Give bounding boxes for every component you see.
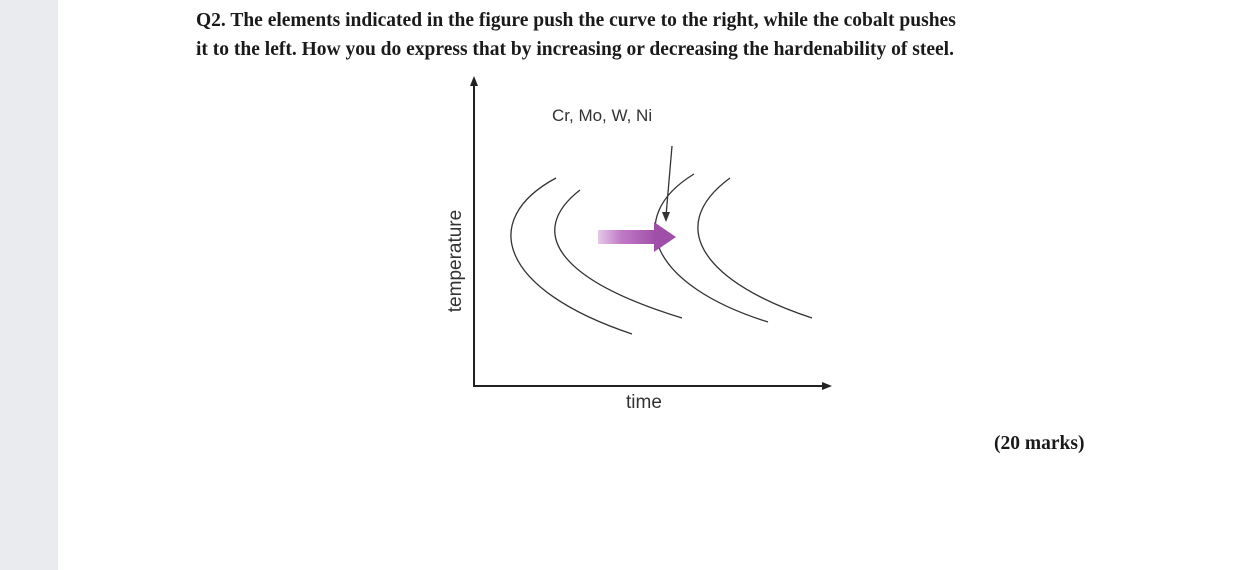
left-sidebar [0,0,58,570]
shift-arrow-shaft [598,230,656,244]
pointer-line [665,145,673,217]
x-axis-arrowhead [822,382,832,390]
elements-label: Cr, Mo, W, Ni [552,106,653,125]
document-page: Q2. The elements indicated in the figure… [58,0,1242,570]
y-axis-arrowhead [470,76,478,86]
curve-right-inner [697,177,813,319]
shift-arrow-head [654,222,676,252]
y-axis-label: temperature [445,209,466,313]
question-line-2: it to the left. How you do express that … [196,39,954,60]
cct-diagram-graphic [470,76,832,390]
x-axis-label: time [626,392,662,413]
curve-right-outer [654,173,769,323]
cct-diagram: Cr, Mo, W, Ni temperature time [438,70,858,430]
marks-label: (20 marks) [994,433,1085,454]
curve-left-outer [510,177,633,335]
pointer-arrowhead [662,212,670,222]
curve-left-inner [554,189,683,319]
question-line-1: Q2. The elements indicated in the figure… [196,10,956,31]
question-text: Q2. The elements indicated in the figure… [196,6,1116,64]
